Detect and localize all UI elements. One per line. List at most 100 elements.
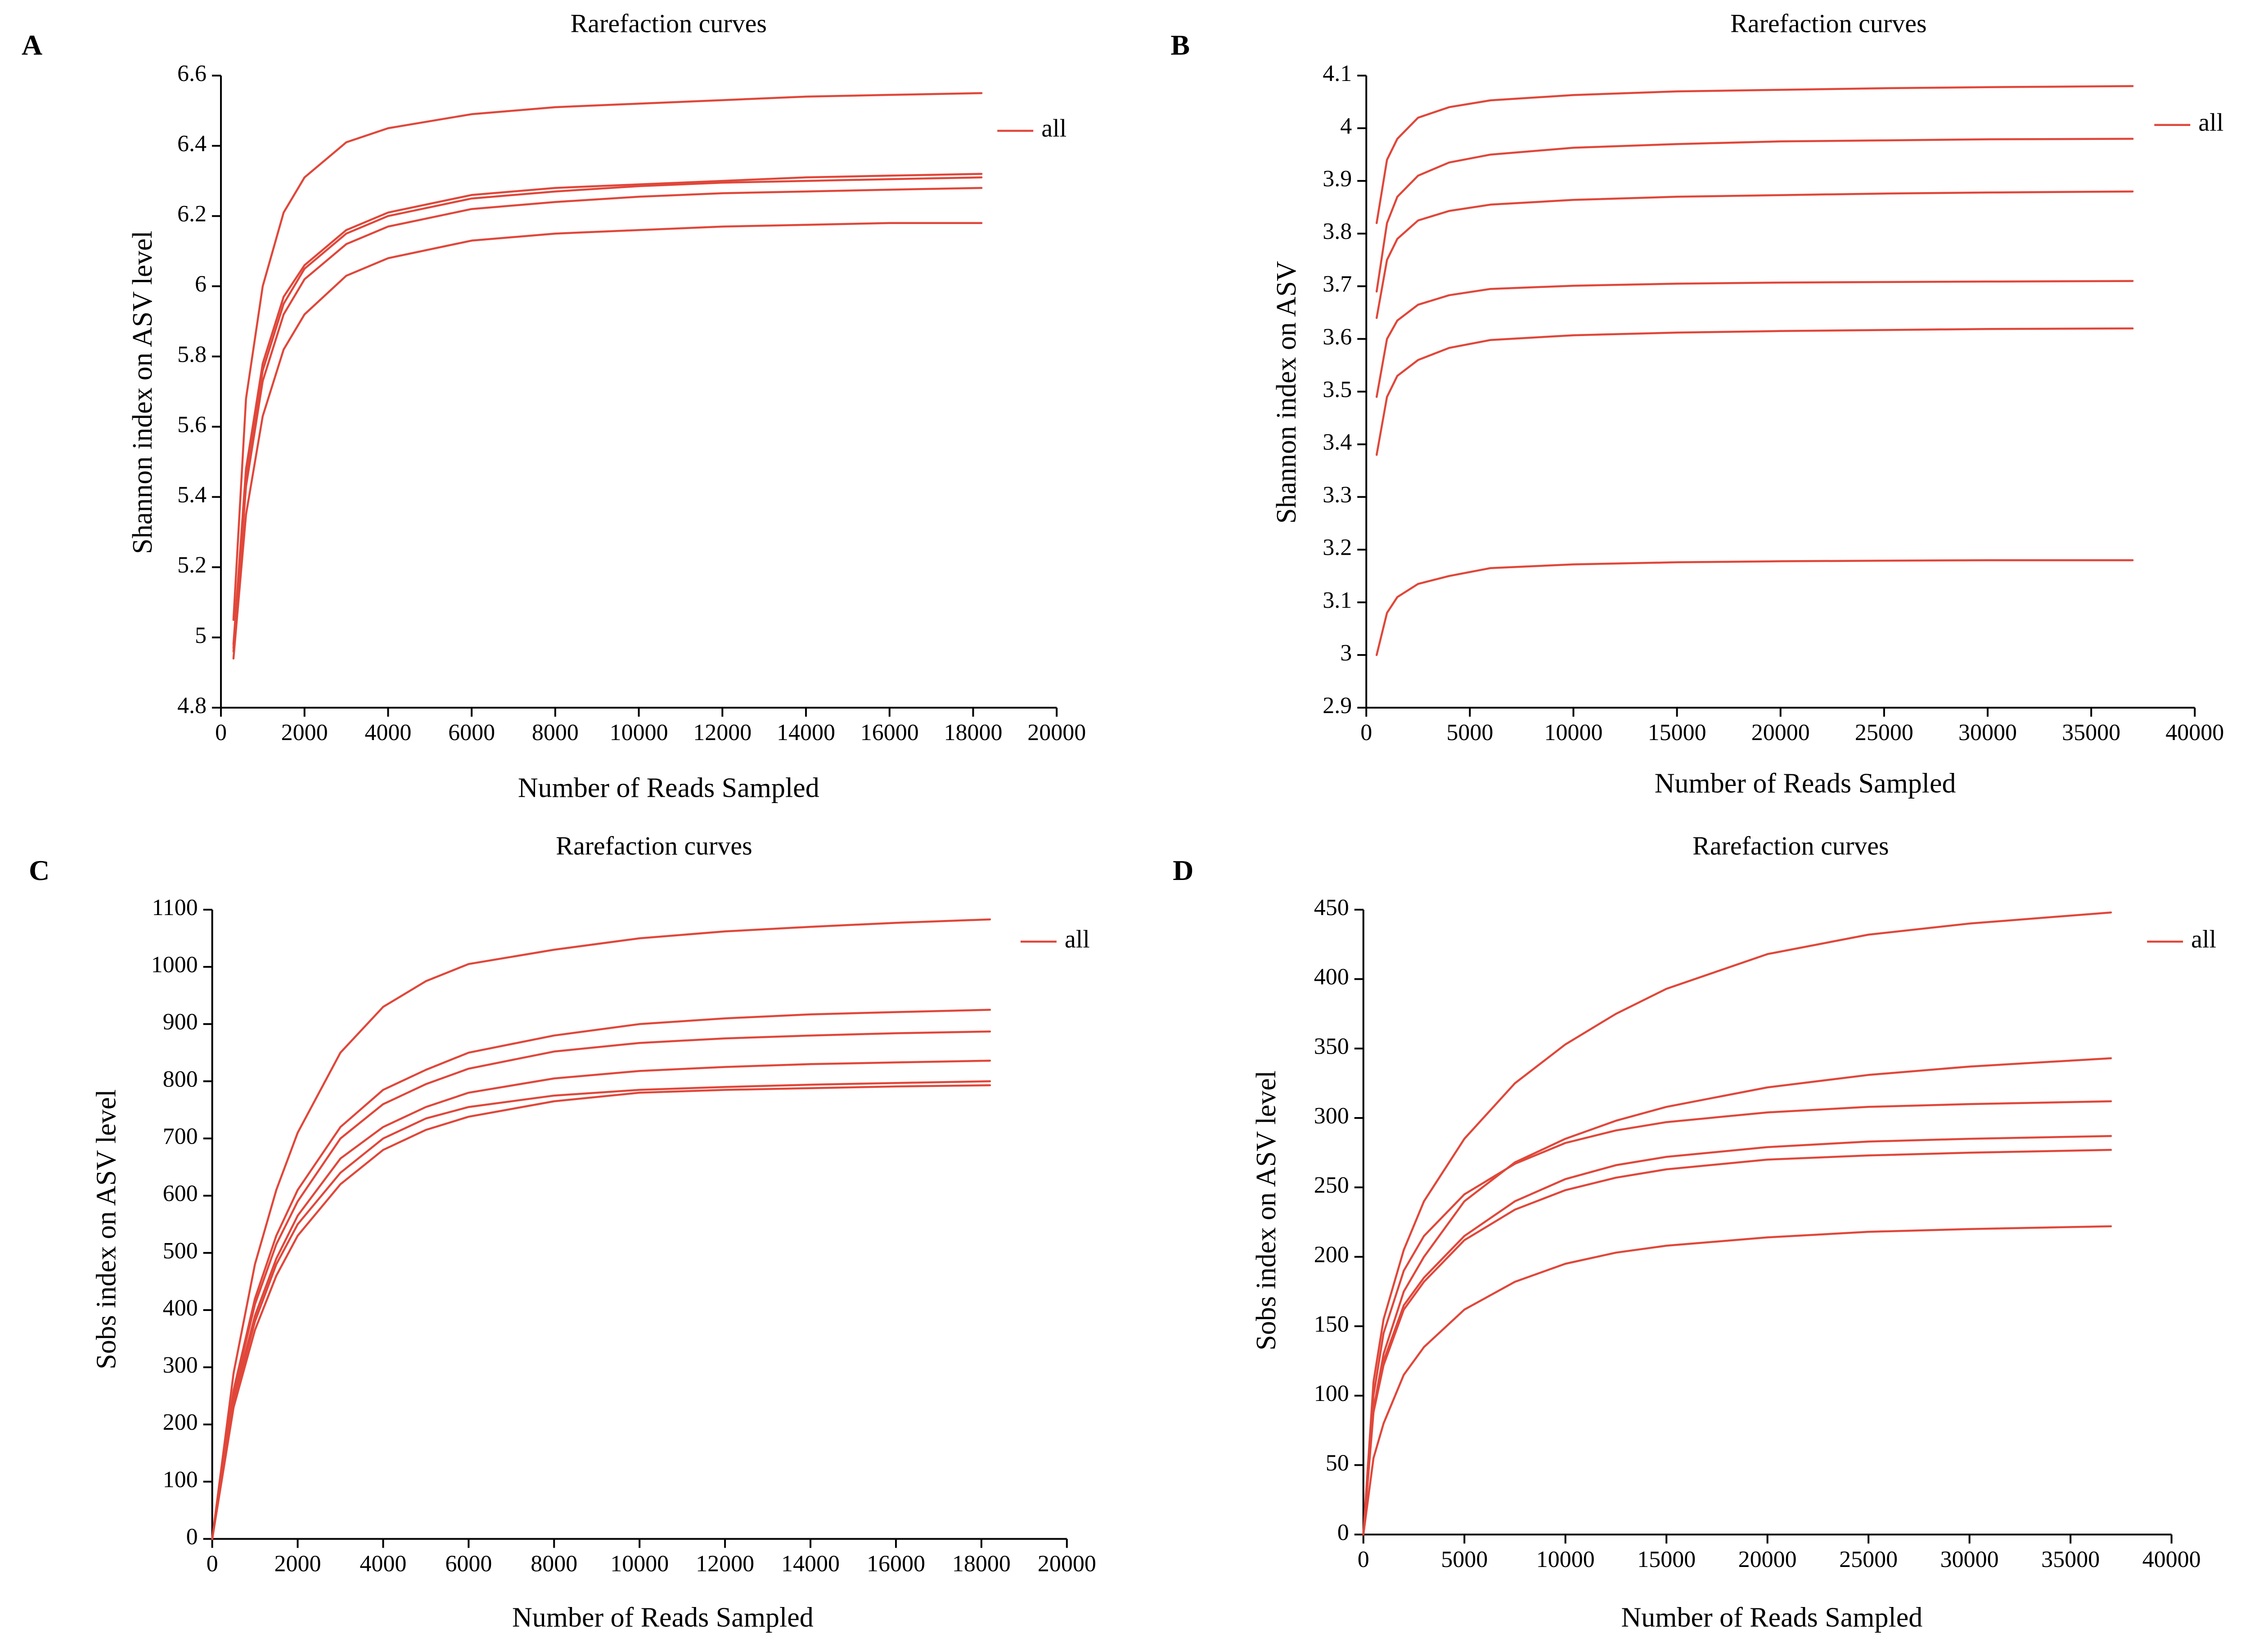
series-line-4 — [232, 187, 983, 653]
legend-label: all — [2198, 109, 2223, 137]
y-tick-label: 600 — [163, 1181, 198, 1207]
y-tick-label: 0 — [186, 1524, 198, 1550]
y-tick-label: 700 — [163, 1123, 198, 1149]
x-tick-label: 25000 — [1839, 1547, 1898, 1572]
y-tick-label: 3.2 — [1323, 535, 1352, 561]
legend-label: all — [1065, 925, 1090, 953]
y-axis-label: Shannon index on ASV level — [127, 231, 158, 554]
y-tick-label: 6 — [195, 271, 207, 297]
y-tick-label: 3.1 — [1323, 588, 1352, 613]
x-tick-label: 30000 — [1940, 1547, 1999, 1572]
y-tick-label: 3.8 — [1323, 219, 1352, 244]
y-tick-label: 4.8 — [177, 693, 207, 718]
x-tick-label: 8000 — [531, 1551, 577, 1577]
series-line-2 — [1375, 138, 2134, 293]
y-tick-label: 350 — [1314, 1034, 1349, 1059]
series-line-4 — [211, 1059, 991, 1540]
y-tick-label: 500 — [163, 1238, 198, 1264]
series-line-1 — [1375, 85, 2134, 224]
x-tick-label: 12000 — [696, 1551, 754, 1577]
y-tick-label: 5.2 — [177, 552, 207, 578]
x-axis-label: Number of Reads Sampled — [512, 1603, 814, 1633]
x-tick-label: 6000 — [448, 720, 495, 745]
x-tick-label: 14000 — [777, 720, 835, 745]
y-tick-label: 100 — [163, 1467, 198, 1492]
y-tick-label: 3.7 — [1323, 271, 1352, 297]
x-tick-label: 10000 — [610, 720, 668, 745]
y-tick-label: 200 — [1314, 1242, 1349, 1268]
x-tick-label: 0 — [1360, 720, 1372, 745]
x-tick-label: 12000 — [693, 720, 752, 745]
series-line-3 — [232, 176, 983, 649]
series-line-6 — [1362, 1225, 2112, 1536]
y-tick-label: 800 — [163, 1066, 198, 1092]
series-line-5 — [211, 1080, 991, 1540]
x-tick-label: 8000 — [532, 720, 579, 745]
y-tick-label: 5 — [195, 623, 207, 648]
panel-letter: D — [1173, 854, 1193, 886]
chart-title: Rarefaction curves — [1692, 831, 1889, 861]
x-tick-label: 20000 — [1738, 1547, 1797, 1572]
x-tick-label: 15000 — [1637, 1547, 1696, 1572]
y-tick-label: 1100 — [152, 895, 198, 920]
x-axis-label: Number of Reads Sampled — [1621, 1603, 1922, 1633]
series-line-5 — [232, 222, 983, 660]
series-line-6 — [211, 1084, 991, 1540]
x-tick-label: 0 — [1358, 1547, 1369, 1572]
y-tick-label: 3.6 — [1323, 324, 1352, 350]
x-tick-label: 0 — [207, 1551, 218, 1577]
series-line-4 — [1375, 280, 2134, 398]
series-line-3 — [1362, 1100, 2112, 1536]
y-tick-label: 300 — [163, 1352, 198, 1378]
y-tick-label: 6.6 — [177, 61, 207, 86]
x-tick-label: 35000 — [2062, 720, 2120, 745]
series-line-1 — [1362, 911, 2112, 1536]
x-tick-label: 10000 — [1536, 1547, 1595, 1572]
x-tick-label: 18000 — [952, 1551, 1011, 1577]
x-tick-label: 15000 — [1648, 720, 1706, 745]
chart-title: Rarefaction curves — [1730, 9, 1926, 38]
chart-title: Rarefaction curves — [556, 831, 752, 861]
x-tick-label: 6000 — [445, 1551, 492, 1577]
x-tick-label: 40000 — [2142, 1547, 2201, 1572]
x-tick-label: 2000 — [274, 1551, 321, 1577]
y-tick-label: 5.4 — [177, 482, 207, 508]
series-line-1 — [232, 92, 983, 621]
series-line-4 — [1362, 1135, 2112, 1536]
y-tick-label: 400 — [1314, 964, 1349, 990]
x-tick-label: 5000 — [1446, 720, 1493, 745]
chart-panel-d: D Rarefaction curves 0 5000 10000 15000 20000 2… — [1173, 831, 2216, 1633]
series-line-1 — [211, 918, 991, 1540]
x-tick-label: 14000 — [781, 1551, 840, 1577]
y-tick-label: 6.2 — [177, 201, 207, 227]
chart-panel-b: B Rarefaction curves 0 5000 10000 15000 20000 2… — [1170, 9, 2224, 799]
y-axis-label: Shannon index on ASV — [1271, 261, 1302, 524]
y-tick-label: 50 — [1326, 1450, 1349, 1476]
y-tick-label: 450 — [1314, 895, 1349, 920]
x-tick-label: 20000 — [1751, 720, 1810, 745]
series-line-2 — [232, 173, 983, 646]
x-tick-label: 20000 — [1027, 720, 1086, 745]
x-tick-label: 4000 — [364, 720, 411, 745]
x-tick-label: 10000 — [610, 1551, 669, 1577]
x-tick-label: 0 — [215, 720, 227, 745]
y-tick-label: 0 — [1337, 1520, 1349, 1545]
y-tick-label: 900 — [163, 1009, 198, 1035]
x-tick-label: 10000 — [1544, 720, 1602, 745]
x-tick-label: 2000 — [281, 720, 328, 745]
y-tick-label: 300 — [1314, 1103, 1349, 1129]
x-axis-label: Number of Reads Sampled — [518, 772, 819, 803]
chart-title: Rarefaction curves — [571, 9, 767, 38]
panel-letter: B — [1170, 29, 1190, 61]
y-tick-label: 3.5 — [1323, 377, 1352, 402]
panel-letter: A — [22, 29, 42, 61]
legend-label: all — [1041, 115, 1066, 143]
series-line-6 — [1375, 559, 2134, 656]
y-tick-label: 6.4 — [177, 131, 207, 157]
y-tick-label: 3.9 — [1323, 166, 1352, 192]
chart-panel-a: A Rarefaction curves 0 2000 4000 6000 8000 1000… — [22, 9, 1086, 803]
y-tick-label: 4.1 — [1323, 61, 1352, 86]
